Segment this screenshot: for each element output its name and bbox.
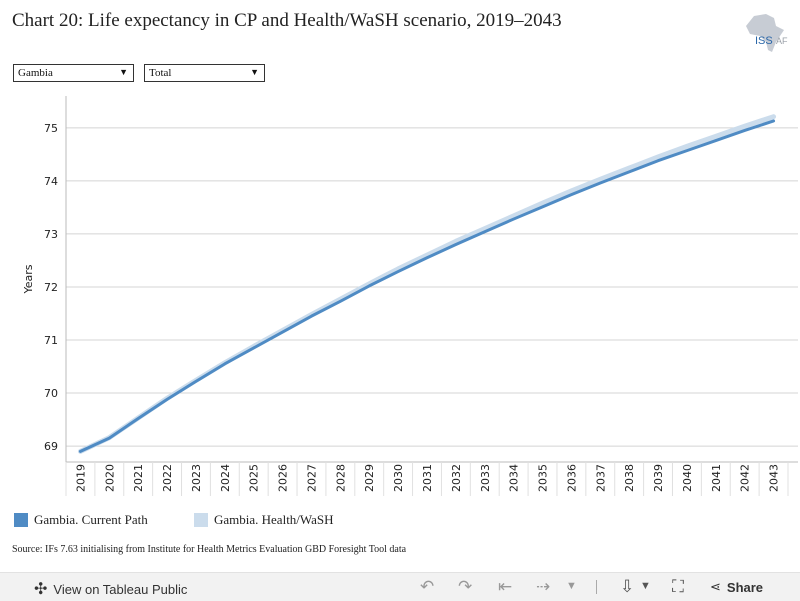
legend-item-health-wash[interactable]: Gambia. Health/WaSH bbox=[194, 512, 334, 528]
x-tick-label: 2019 bbox=[74, 464, 87, 492]
refresh-dropdown-icon[interactable]: ▼ bbox=[566, 580, 577, 592]
source-note: Source: IFs 7.63 initialising from Insti… bbox=[12, 544, 407, 555]
legend-label-current-path: Gambia. Current Path bbox=[34, 512, 148, 527]
revert-icon[interactable]: ⇤ bbox=[498, 577, 513, 596]
tableau-logo-icon: ✣ bbox=[34, 581, 48, 598]
legend-swatch-health-wash bbox=[194, 513, 208, 527]
chart-legend: Gambia. Current Path Gambia. Health/WaSH bbox=[14, 512, 434, 534]
fullscreen-icon[interactable]: ⛶ bbox=[672, 577, 684, 596]
tableau-footer-toolbar: ✣ View on Tableau Public ↶ ↷ ⇤ ⇢ ▼ ⇩ ▼ ⛶… bbox=[0, 572, 800, 601]
category-filter-dropdown[interactable]: Total ▼ bbox=[144, 64, 265, 82]
legend-label-health-wash: Gambia. Health/WaSH bbox=[214, 512, 334, 527]
x-tick-label: 2031 bbox=[421, 464, 434, 492]
download-icon[interactable]: ⇩ bbox=[620, 577, 635, 596]
y-tick-label: 72 bbox=[44, 281, 58, 294]
life-expectancy-line-chart: 69 70 71 72 73 74 75 2019 2020 2021 2022 2023 2024 20… bbox=[22, 96, 798, 496]
y-tick-label: 69 bbox=[44, 440, 58, 453]
y-tick-label: 70 bbox=[44, 387, 58, 400]
x-tick-label: 2035 bbox=[537, 464, 550, 492]
x-tick-label: 2028 bbox=[334, 464, 347, 492]
series-line-current-path bbox=[78, 119, 776, 453]
x-tick-label: 2023 bbox=[190, 464, 203, 492]
x-tick-label: 2039 bbox=[652, 464, 665, 492]
x-tick-label: 2020 bbox=[103, 464, 116, 492]
share-label: Share bbox=[726, 579, 764, 595]
refresh-icon[interactable]: ⇢ bbox=[536, 577, 551, 596]
logo-sub-text: AF bbox=[776, 36, 788, 46]
country-filter-dropdown[interactable]: Gambia ▼ bbox=[13, 64, 134, 82]
dropdown-arrow-icon: ▼ bbox=[250, 67, 259, 77]
share-icon: ⋖ bbox=[710, 579, 721, 594]
x-tick-label: 2029 bbox=[363, 464, 376, 492]
view-on-tableau-label: View on Tableau Public bbox=[53, 581, 188, 597]
y-axis-title: Years bbox=[22, 264, 35, 294]
x-tick-label: 2024 bbox=[219, 464, 232, 492]
dropdown-arrow-icon: ▼ bbox=[119, 67, 128, 77]
legend-swatch-current-path bbox=[14, 513, 28, 527]
download-dropdown-icon[interactable]: ▼ bbox=[640, 580, 651, 592]
legend-item-current-path[interactable]: Gambia. Current Path bbox=[14, 512, 148, 528]
view-on-tableau-link[interactable]: ✣ View on Tableau Public bbox=[34, 579, 187, 599]
x-tick-label: 2030 bbox=[392, 464, 405, 492]
undo-icon[interactable]: ↶ bbox=[420, 577, 435, 596]
x-tick-label: 2022 bbox=[161, 464, 174, 492]
toolbar-divider bbox=[596, 580, 597, 594]
share-button[interactable]: ⋖ Share bbox=[710, 579, 763, 595]
x-tick-label: 2040 bbox=[681, 464, 694, 492]
x-tick-label: 2043 bbox=[768, 464, 781, 492]
x-tick-label: 2041 bbox=[710, 464, 723, 492]
country-filter-value: Gambia bbox=[18, 67, 53, 79]
x-tick-label: 2038 bbox=[623, 464, 636, 492]
x-tick-label: 2036 bbox=[565, 464, 578, 492]
x-tick-label: 2021 bbox=[132, 464, 145, 492]
y-tick-label: 74 bbox=[44, 175, 58, 188]
iss-africa-logo: ISS AF bbox=[746, 14, 788, 52]
x-tick-label: 2026 bbox=[277, 464, 290, 492]
y-tick-label: 71 bbox=[44, 334, 58, 347]
x-tick-label: 2032 bbox=[450, 464, 463, 492]
x-tick-label: 2042 bbox=[739, 464, 752, 492]
x-tick-label: 2034 bbox=[508, 464, 521, 492]
x-tick-label: 2033 bbox=[479, 464, 492, 492]
chart-title: Chart 20: Life expectancy in CP and Heal… bbox=[12, 10, 562, 31]
series-line-health-wash bbox=[77, 114, 777, 454]
logo-text: ISS bbox=[755, 35, 773, 47]
x-tick-label: 2027 bbox=[305, 464, 318, 492]
y-tick-label: 73 bbox=[44, 228, 58, 241]
x-tick-label: 2037 bbox=[594, 464, 607, 492]
x-tick-label: 2025 bbox=[248, 464, 261, 492]
redo-icon[interactable]: ↷ bbox=[458, 577, 473, 596]
category-filter-value: Total bbox=[149, 67, 172, 79]
y-tick-label: 75 bbox=[44, 122, 58, 135]
